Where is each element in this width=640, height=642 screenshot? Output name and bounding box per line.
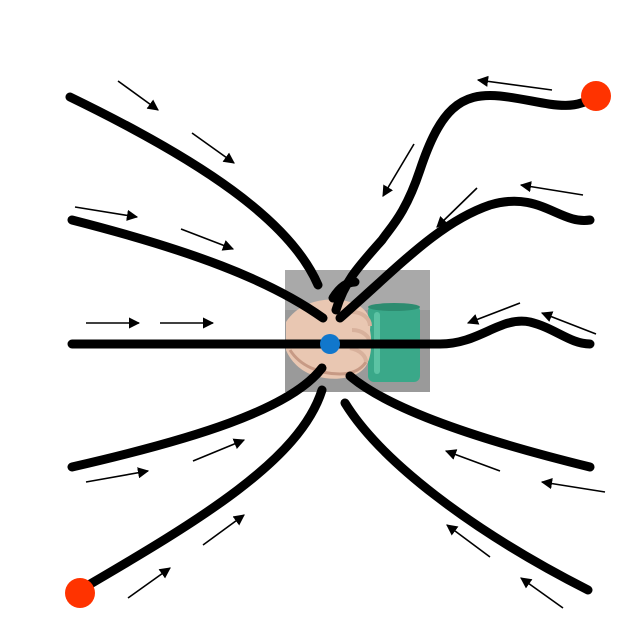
- arrow: [519, 181, 584, 196]
- endpoint-marker-top-right: [581, 81, 611, 111]
- arrow: [540, 478, 606, 493]
- curve-lower-right-1: [345, 371, 595, 472]
- curve-upper-short: [328, 277, 360, 303]
- arrow: [446, 524, 491, 558]
- arrow: [74, 206, 139, 221]
- endpoint-marker-bottom-left: [65, 578, 95, 608]
- arrow: [117, 80, 159, 111]
- center-marker: [320, 334, 340, 354]
- flow-curves: [65, 90, 600, 595]
- arrow: [382, 143, 415, 197]
- arrow: [127, 567, 171, 599]
- arrow: [540, 311, 597, 335]
- curve-middle-horizontal: [67, 316, 595, 349]
- arrow: [180, 228, 235, 251]
- curve-upper-right-2: [335, 196, 595, 323]
- arrow: [202, 514, 245, 546]
- mug-photo: [285, 270, 430, 392]
- direction-arrows: [74, 75, 606, 609]
- curve-upper-right-1: [331, 90, 600, 315]
- arrow: [192, 438, 246, 462]
- arrow: [466, 302, 521, 325]
- hand-shadow: [288, 349, 368, 376]
- arrow: [191, 132, 235, 164]
- curve-upper-left-2: [67, 215, 328, 323]
- arrow: [520, 577, 564, 609]
- hand-finger-3: [349, 346, 368, 363]
- curve-lower-left-1: [67, 363, 327, 472]
- curve-lower-right-2: [340, 398, 593, 595]
- curve-upper-left-1: [65, 92, 323, 290]
- curve-lower-left-2: [75, 385, 327, 595]
- arrow: [85, 467, 150, 483]
- mug-rim: [368, 303, 420, 311]
- arrow: [436, 187, 478, 228]
- hand-finger-1: [351, 310, 372, 327]
- arrow: [444, 449, 501, 472]
- arrow: [476, 75, 553, 91]
